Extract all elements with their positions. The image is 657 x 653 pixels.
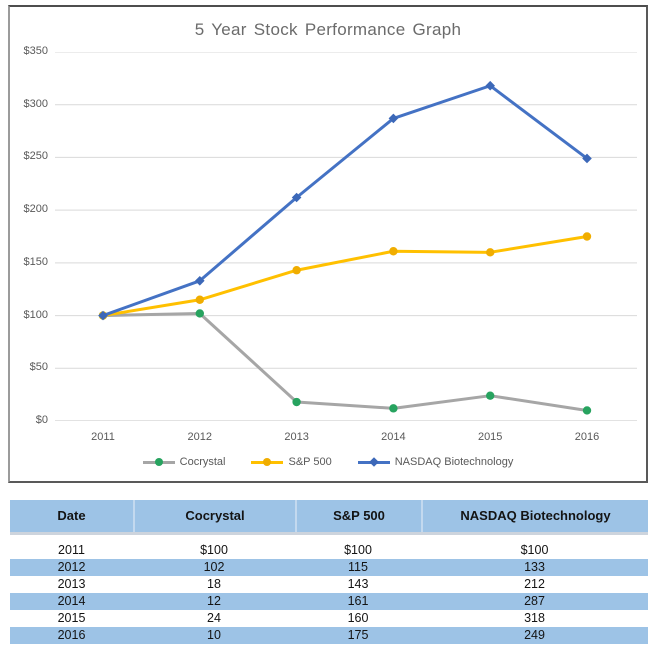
performance-table: Date Cocrystal S&P 500 NASDAQ Biotechnology… xyxy=(10,500,648,644)
table-cell: 12 xyxy=(207,594,221,608)
table-cell: 115 xyxy=(348,560,368,574)
y-axis-tick-label: $0 xyxy=(35,414,48,426)
chart-legend: Cocrystal S&P 500 NASDAQ Biotechnology xyxy=(10,456,646,468)
stock-performance-chart: 5 Year Stock Performance Graph $350 $300 $… xyxy=(8,5,648,483)
table-cell: 2011 xyxy=(58,543,85,557)
x-axis-tick-label: 2013 xyxy=(284,431,309,443)
table-row: 2013 18 143 212 xyxy=(10,576,648,593)
legend-item: Cocrystal xyxy=(142,456,226,468)
y-axis-tick-label: $250 xyxy=(23,150,48,163)
legend-marker xyxy=(154,458,163,466)
y-axis-tick-label: $200 xyxy=(23,203,48,216)
legend-line-marker-swatch xyxy=(142,458,175,467)
y-axis-tick-label: $100 xyxy=(23,308,48,321)
table-header-cell: Cocrystal xyxy=(133,500,295,532)
table-cell: $100 xyxy=(520,543,549,557)
x-axis-tick-label: 2012 xyxy=(187,431,213,443)
page: 5 Year Stock Performance Graph $350 $300 $… xyxy=(0,5,657,644)
x-axis-tick-label: 2014 xyxy=(381,431,406,443)
table-header-cell: S&P 500 xyxy=(295,500,421,532)
legend-marker xyxy=(368,457,379,467)
table-row: 2012 102 115 133 xyxy=(10,559,648,576)
legend-line-marker-swatch xyxy=(357,457,390,467)
table-cell: 102 xyxy=(203,560,225,574)
y-axis-tick-label: $300 xyxy=(23,97,48,110)
table-cell: 318 xyxy=(524,611,545,625)
table-cell: 2014 xyxy=(57,594,86,608)
table-cell: 143 xyxy=(347,577,369,591)
table-cell: 133 xyxy=(524,560,545,574)
legend-item: NASDAQ Biotechnology xyxy=(357,456,514,468)
table-cell: 212 xyxy=(524,577,545,591)
x-axis-tick-label: 2016 xyxy=(574,431,600,443)
table-cell: 2016 xyxy=(57,628,86,642)
y-axis-tick-label: $150 xyxy=(23,255,48,268)
table-cell: 2013 xyxy=(57,577,86,591)
table-row: 2015 24 160 318 xyxy=(10,610,648,627)
table-cell: 2015 xyxy=(57,611,86,625)
table-cell: 161 xyxy=(347,594,369,608)
table-row: 2016 10 175 249 xyxy=(10,627,648,644)
table-header-cell: NASDAQ Biotechnology xyxy=(421,500,648,532)
x-axis-tick-labels: 2011 2012 2013 2014 2015 2016 xyxy=(10,431,646,447)
table-body: 2011 $100 $100 $100 2012 102 115 133 2013 18 143 21… xyxy=(10,542,648,644)
table-cell: 10 xyxy=(207,628,221,642)
y-axis-tick-label: $50 xyxy=(29,361,48,374)
table-cell: 18 xyxy=(207,577,221,591)
legend-marker xyxy=(263,458,272,466)
y-axis-tick-label: $350 xyxy=(23,45,48,57)
table-cell: $100 xyxy=(344,543,372,557)
x-axis-tick-label: 2011 xyxy=(91,431,115,443)
legend-item: S&P 500 xyxy=(251,456,332,468)
legend-label: S&P 500 xyxy=(288,456,332,468)
table-header-cell: Date xyxy=(57,508,86,523)
plot-area xyxy=(55,52,637,421)
table-cell: 2012 xyxy=(57,560,86,574)
table-row: 2011 $100 $100 $100 xyxy=(10,542,648,559)
table-cell: 24 xyxy=(207,611,221,625)
table-cell: 160 xyxy=(347,611,369,625)
x-axis-tick-label: 2015 xyxy=(477,431,503,443)
legend-label: NASDAQ Biotechnology xyxy=(394,456,514,468)
table-cell: 287 xyxy=(524,594,545,608)
table-cell: 249 xyxy=(524,628,545,642)
table-header-row: Date Cocrystal S&P 500 NASDAQ Biotechnology xyxy=(10,500,648,532)
table-cell: 175 xyxy=(347,628,369,642)
table-row: 2014 12 161 287 xyxy=(10,593,648,610)
table-cell: $100 xyxy=(200,543,228,557)
legend-line-marker-swatch xyxy=(251,458,284,467)
table-header-shadow xyxy=(10,532,648,535)
chart-title: 5 Year Stock Performance Graph xyxy=(194,20,462,39)
legend-label: Cocrystal xyxy=(179,456,226,468)
